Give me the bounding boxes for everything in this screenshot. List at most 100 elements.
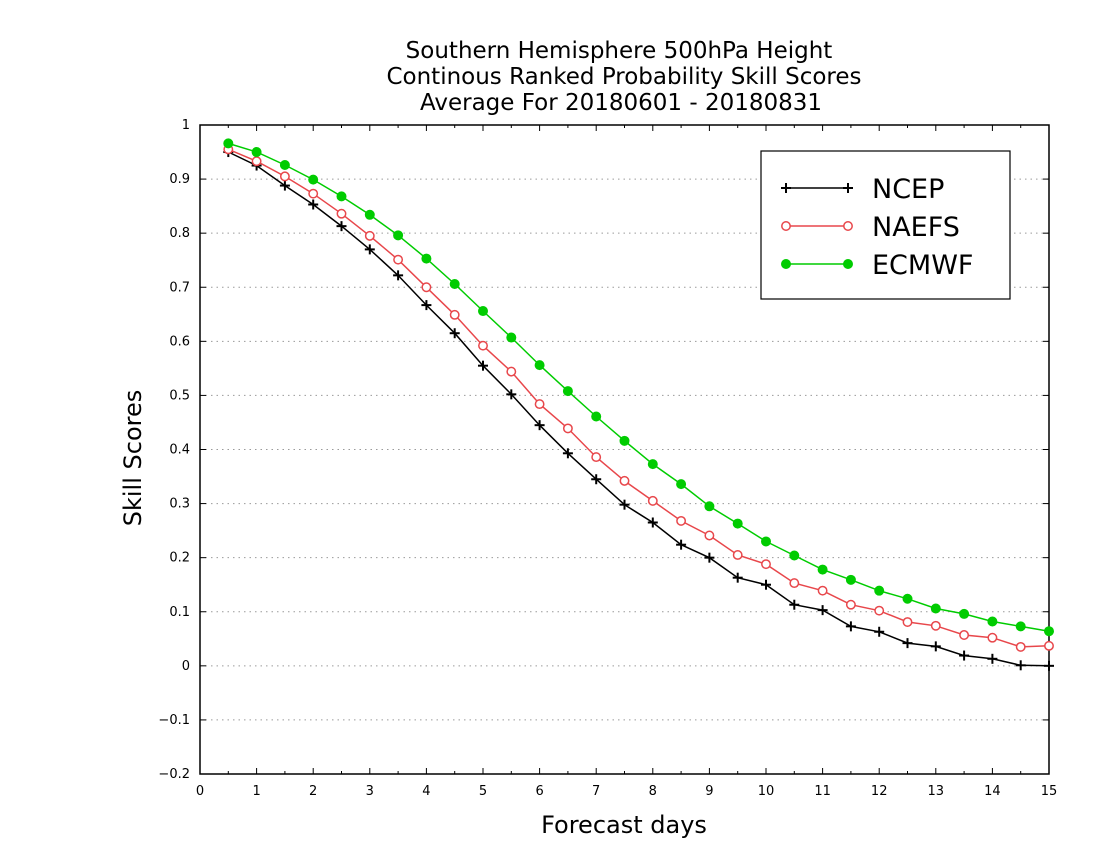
data-point-ecmwf — [1044, 626, 1054, 637]
data-point-naefs — [421, 282, 432, 293]
data-point-ecmwf — [930, 603, 941, 614]
y-axis-title: Skill Scores — [119, 390, 147, 527]
legend-marker — [843, 259, 853, 269]
data-point-naefs — [845, 599, 856, 610]
data-point-naefs — [336, 208, 347, 219]
data-point-ncep — [364, 244, 375, 255]
y-tick-label: −0.1 — [158, 713, 190, 728]
x-tick-label: 6 — [535, 784, 543, 799]
data-point-ecmwf — [393, 230, 404, 241]
data-point-ncep — [845, 621, 856, 632]
data-point-naefs — [308, 188, 319, 199]
data-point-ecmwf — [789, 550, 800, 561]
legend-item-naefs: NAEFS — [781, 212, 960, 243]
data-point-naefs — [251, 156, 262, 167]
x-tick-label: 7 — [592, 784, 600, 799]
data-point-ncep — [676, 539, 687, 550]
legend-box — [760, 150, 1011, 300]
x-tick-label: 10 — [758, 784, 775, 799]
data-point-ecmwf — [874, 585, 885, 596]
data-point-ecmwf — [279, 160, 290, 171]
series-layer — [223, 138, 1054, 671]
data-point-ncep — [393, 270, 404, 281]
data-point-ncep — [619, 499, 630, 510]
data-point-ecmwf — [251, 147, 262, 158]
data-point-ecmwf — [902, 593, 913, 604]
x-tick-label: 2 — [309, 784, 317, 799]
y-tick-label: 0.1 — [169, 605, 190, 620]
data-point-ecmwf — [449, 279, 460, 290]
y-tick-label: 0.4 — [169, 443, 190, 458]
data-point-naefs — [506, 366, 517, 377]
data-point-naefs — [874, 605, 885, 616]
data-point-naefs — [902, 617, 913, 627]
data-point-ecmwf — [845, 574, 856, 585]
data-point-ecmwf — [364, 209, 375, 220]
data-point-ncep — [704, 552, 715, 563]
x-tick-label: 0 — [196, 784, 204, 799]
y-tick-label: 0 — [182, 659, 190, 674]
data-point-ecmwf — [478, 306, 488, 317]
gridlines — [200, 178, 1049, 721]
data-point-ecmwf — [506, 332, 517, 343]
data-point-naefs — [987, 632, 998, 643]
data-point-ncep — [930, 641, 941, 652]
data-point-ncep — [959, 650, 970, 661]
y-tick-label: 0.6 — [169, 334, 190, 349]
y-axis: −0.2 −0.1 0 0.1 0.2 0.3 0.4 0.5 0.6 0.7 0.8 0.9 1 — [158, 118, 1049, 782]
data-point-ncep — [421, 300, 432, 311]
data-point-naefs — [562, 423, 573, 434]
data-point-ncep — [449, 328, 460, 339]
x-tick-label: 5 — [479, 784, 487, 799]
legend-marker — [843, 183, 853, 193]
data-point-naefs — [1044, 640, 1054, 651]
x-axis: 0 1 2 3 4 5 6 7 8 9 10 11 12 13 14 15 — [196, 125, 1057, 799]
legend-item-ncep: NCEP — [781, 174, 944, 205]
legend-label: NCEP — [872, 174, 944, 205]
data-point-ecmwf — [817, 564, 828, 575]
legend-label: ECMWF — [872, 250, 973, 281]
series-ncep — [223, 147, 1054, 671]
x-tick-label: 15 — [1041, 784, 1058, 799]
data-point-ncep — [478, 360, 488, 371]
data-point-ecmwf — [676, 479, 687, 490]
data-point-naefs — [1015, 641, 1026, 652]
data-point-ncep — [647, 517, 658, 528]
chart-title-line-2: Continous Ranked Probability Skill Score… — [386, 64, 861, 90]
legend-label: NAEFS — [872, 212, 960, 243]
data-point-ecmwf — [761, 536, 771, 547]
data-point-naefs — [647, 495, 658, 506]
chart-title-line-1: Southern Hemisphere 500hPa Height — [406, 38, 833, 64]
data-point-ncep — [534, 420, 545, 431]
data-point-naefs — [930, 620, 941, 631]
x-axis-title: Forecast days — [541, 811, 707, 839]
data-point-ecmwf — [619, 435, 630, 446]
legend: NCEP NAEFS ECMWF — [760, 150, 1011, 300]
data-point-naefs — [393, 254, 404, 265]
data-point-ecmwf — [704, 501, 715, 512]
chart-title-line-3: Average For 20180601 - 20180831 — [420, 90, 822, 116]
data-point-ecmwf — [647, 459, 658, 470]
data-point-ncep — [902, 638, 913, 649]
legend-marker — [781, 221, 791, 231]
x-tick-label: 8 — [649, 784, 657, 799]
y-tick-label: 0.9 — [169, 172, 190, 187]
data-point-ecmwf — [223, 138, 234, 149]
data-point-naefs — [959, 630, 970, 640]
data-point-ecmwf — [562, 386, 573, 397]
y-tick-label: 0.2 — [169, 551, 190, 566]
data-point-ncep — [591, 474, 602, 485]
x-tick-label: 3 — [366, 784, 374, 799]
data-point-ncep — [761, 579, 771, 590]
data-point-ecmwf — [591, 411, 602, 422]
data-point-ncep — [1015, 660, 1026, 671]
data-point-ncep — [987, 653, 998, 664]
data-point-naefs — [704, 530, 715, 541]
data-point-ncep — [308, 199, 319, 210]
data-point-ecmwf — [421, 253, 432, 264]
y-tick-label: 1 — [182, 118, 190, 133]
series-naefs — [223, 144, 1054, 652]
data-point-naefs — [817, 585, 828, 596]
data-point-ecmwf — [308, 174, 319, 185]
data-point-ncep — [732, 572, 743, 583]
